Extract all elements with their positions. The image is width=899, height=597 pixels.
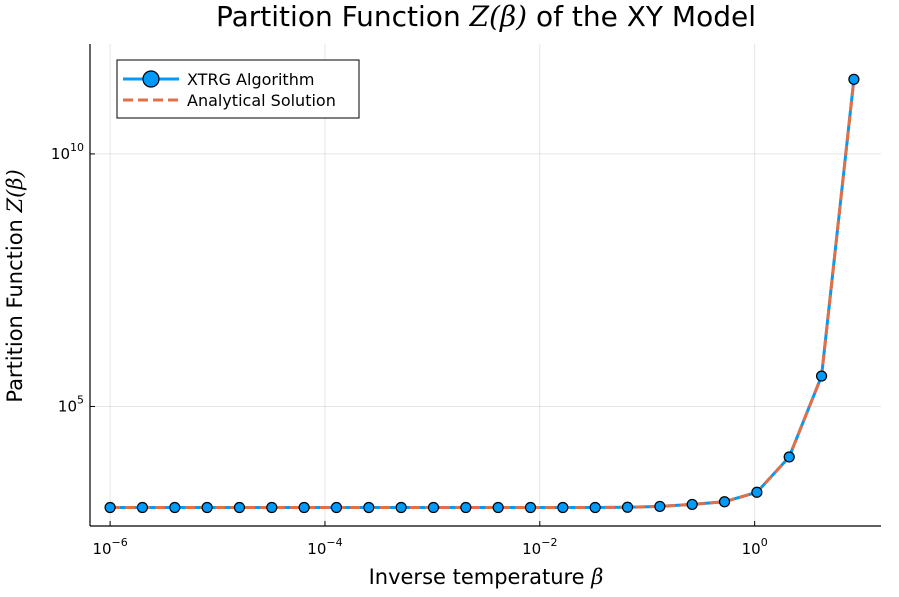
y-tick-label: 1010 bbox=[51, 141, 84, 163]
ticks: 10−6 10−4 10−2 100 105 1010 bbox=[51, 141, 768, 558]
grid bbox=[90, 44, 881, 526]
data-point-xtrg bbox=[815, 370, 828, 382]
data-point-xtrg bbox=[524, 501, 537, 514]
data-point-xtrg bbox=[201, 501, 213, 514]
x-tick-label: 10−4 bbox=[307, 536, 342, 558]
x-tick-label: 10−2 bbox=[522, 536, 557, 558]
x-axis-title: Inverse temperature β bbox=[369, 565, 604, 589]
data-point-xtrg bbox=[330, 501, 343, 514]
data-point-xtrg bbox=[395, 501, 407, 514]
data-point-xtrg bbox=[621, 501, 634, 513]
legend-box bbox=[116, 59, 360, 119]
chart-title: Partition Function Z(β) of the XY Model bbox=[216, 0, 756, 33]
data-point-xtrg bbox=[848, 73, 860, 85]
y-tick-label: 105 bbox=[58, 393, 84, 415]
x-tick-label: 100 bbox=[742, 536, 768, 558]
y-axis-title: Partition Function Z(β) bbox=[3, 169, 27, 402]
data-point-xtrg bbox=[363, 501, 375, 514]
x-tick-label: 10−6 bbox=[92, 536, 127, 558]
data-point-xtrg bbox=[104, 501, 116, 514]
data-point-xtrg bbox=[427, 501, 440, 514]
data-point-xtrg bbox=[298, 501, 310, 514]
data-point-xtrg bbox=[783, 451, 795, 463]
data-point-xtrg bbox=[492, 501, 504, 514]
data-point-xtrg bbox=[460, 501, 472, 514]
data-point-xtrg bbox=[136, 501, 149, 514]
data-point-xtrg bbox=[654, 500, 666, 513]
data-point-xtrg bbox=[589, 501, 601, 514]
axes bbox=[89, 44, 881, 527]
data-point-xtrg bbox=[557, 501, 569, 514]
data-point-xtrg bbox=[169, 501, 181, 514]
legend-label-analytical: Analytical Solution bbox=[187, 91, 336, 110]
data-point-xtrg bbox=[233, 501, 246, 514]
legend-marker-xtrg bbox=[142, 70, 160, 88]
series-layer bbox=[104, 73, 860, 514]
data-point-xtrg bbox=[266, 501, 278, 514]
legend: XTRG Algorithm Analytical Solution bbox=[116, 59, 360, 119]
data-point-xtrg bbox=[686, 498, 698, 511]
data-point-xtrg bbox=[751, 486, 763, 498]
legend-label-xtrg: XTRG Algorithm bbox=[187, 70, 314, 89]
data-point-xtrg bbox=[718, 496, 731, 508]
